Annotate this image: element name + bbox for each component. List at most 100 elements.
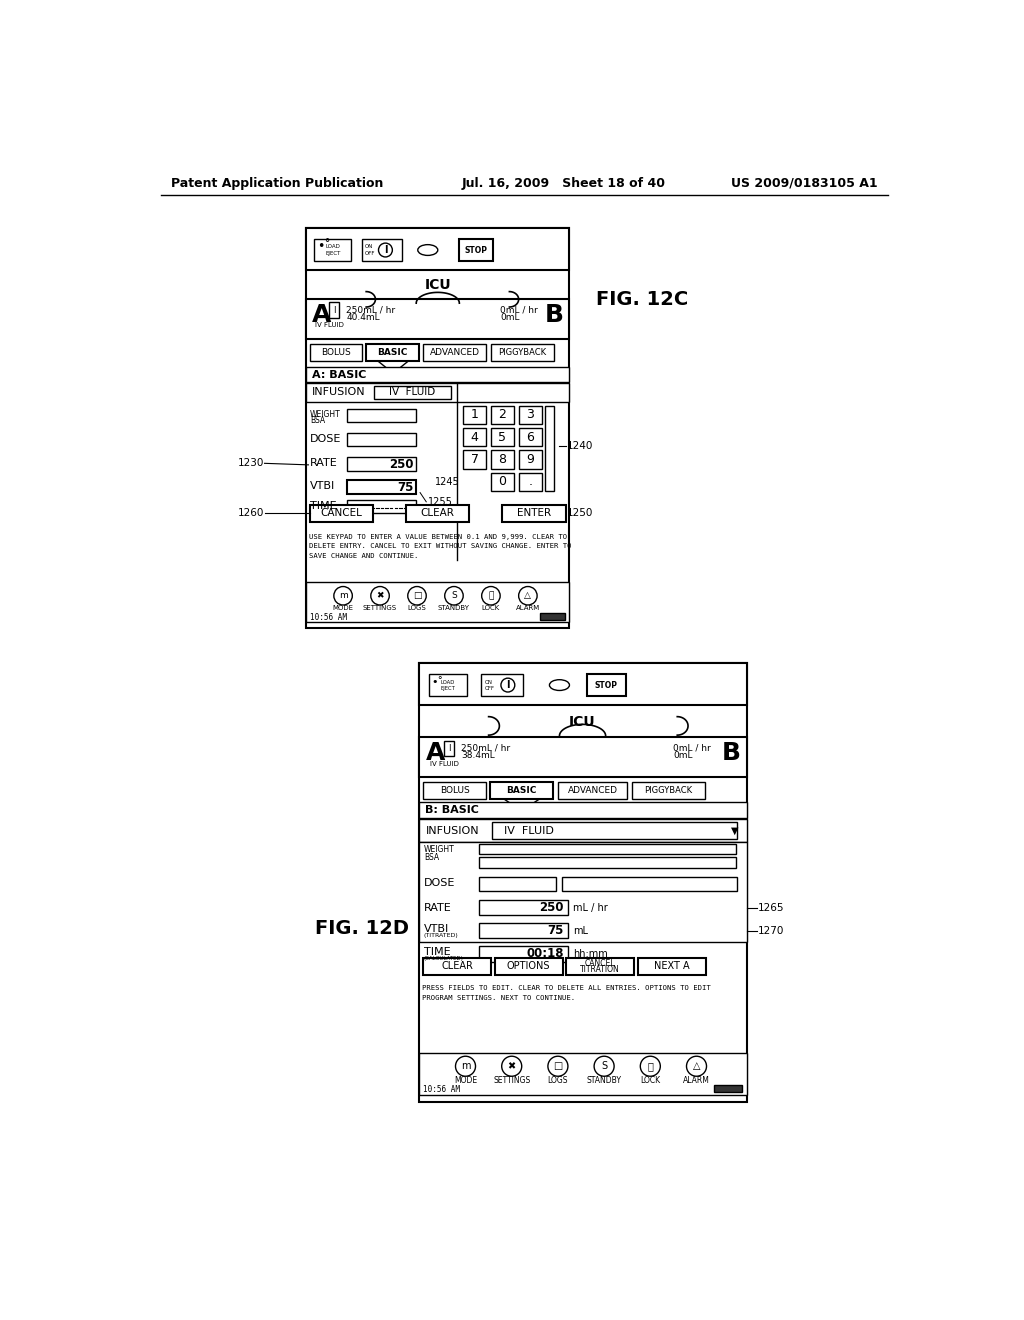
- Text: ✖: ✖: [376, 591, 384, 601]
- Bar: [423, 345, 486, 360]
- Text: EJECT: EJECT: [326, 251, 341, 256]
- Bar: [330, 302, 339, 318]
- Text: LOAD: LOAD: [326, 244, 340, 249]
- Bar: [490, 428, 514, 446]
- Text: IV FLUID: IV FLUID: [430, 760, 459, 767]
- Bar: [310, 345, 362, 360]
- Bar: [419, 803, 746, 817]
- Circle shape: [548, 1056, 568, 1076]
- Text: 00:18: 00:18: [526, 948, 564, 961]
- Bar: [479, 857, 736, 867]
- Text: •˚: •˚: [432, 677, 443, 686]
- Text: 75: 75: [397, 480, 414, 494]
- Text: PRESS FIELDS TO EDIT. CLEAR TO DELETE ALL ENTRIES. OPTIONS TO EDIT: PRESS FIELDS TO EDIT. CLEAR TO DELETE AL…: [422, 985, 711, 991]
- Text: PIGGYBACK: PIGGYBACK: [499, 348, 547, 356]
- Text: 250: 250: [540, 902, 564, 915]
- Text: FIG. 12D: FIG. 12D: [315, 919, 410, 939]
- Text: VTBI: VTBI: [424, 924, 450, 935]
- Circle shape: [502, 1056, 521, 1076]
- Bar: [459, 239, 494, 261]
- Bar: [714, 1085, 742, 1093]
- Bar: [587, 675, 626, 696]
- Text: IV  FLUID: IV FLUID: [389, 388, 435, 397]
- Bar: [479, 900, 568, 915]
- Text: OFF: OFF: [365, 251, 375, 256]
- Text: m: m: [339, 591, 347, 601]
- Text: IV FLUID: IV FLUID: [315, 322, 344, 329]
- Bar: [306, 228, 569, 271]
- Bar: [306, 300, 569, 339]
- Text: 10:56 AM: 10:56 AM: [423, 1085, 460, 1094]
- Bar: [419, 842, 746, 942]
- Ellipse shape: [550, 680, 569, 690]
- Text: BSA: BSA: [310, 416, 325, 425]
- Text: △: △: [693, 1061, 700, 1072]
- Text: 1230: 1230: [238, 458, 264, 469]
- Bar: [419, 818, 746, 842]
- Text: I: I: [449, 743, 451, 752]
- Text: Patent Application Publication: Patent Application Publication: [171, 177, 383, 190]
- Text: CLEAR: CLEAR: [441, 961, 473, 972]
- Bar: [479, 946, 568, 961]
- Circle shape: [408, 586, 426, 605]
- Text: IV  FLUID: IV FLUID: [504, 825, 554, 836]
- Bar: [419, 738, 746, 777]
- Text: △: △: [524, 591, 531, 601]
- Circle shape: [640, 1056, 660, 1076]
- Text: mL: mL: [573, 925, 589, 936]
- Bar: [419, 663, 746, 705]
- Bar: [310, 506, 373, 521]
- Text: VTBI: VTBI: [310, 482, 335, 491]
- Text: DOSE: DOSE: [310, 434, 341, 444]
- Ellipse shape: [418, 244, 438, 256]
- Text: MODE: MODE: [454, 1076, 477, 1085]
- Text: ▼: ▼: [730, 825, 738, 836]
- Bar: [347, 457, 416, 471]
- Text: 5: 5: [499, 430, 507, 444]
- Text: RATE: RATE: [424, 903, 452, 912]
- Bar: [545, 405, 554, 491]
- Bar: [423, 958, 490, 974]
- Text: hh:mm: hh:mm: [573, 949, 608, 958]
- Text: EJECT: EJECT: [441, 685, 456, 690]
- Text: ICU: ICU: [425, 279, 452, 293]
- Text: LOGS: LOGS: [408, 605, 426, 611]
- Text: CLEAR: CLEAR: [421, 508, 455, 519]
- Text: BOLUS: BOLUS: [322, 348, 351, 356]
- Bar: [374, 385, 451, 400]
- Circle shape: [379, 243, 392, 257]
- Bar: [306, 228, 569, 628]
- Text: SAVE CHANGE AND CONTINUE.: SAVE CHANGE AND CONTINUE.: [309, 553, 419, 558]
- Text: SETTINGS: SETTINGS: [494, 1076, 530, 1085]
- Text: INFUSION: INFUSION: [312, 388, 366, 397]
- Bar: [632, 781, 705, 799]
- Bar: [490, 473, 514, 491]
- Text: •˚: •˚: [316, 240, 331, 253]
- Text: ON: ON: [365, 244, 373, 249]
- Bar: [518, 405, 542, 424]
- Circle shape: [444, 586, 463, 605]
- Text: mL / hr: mL / hr: [573, 903, 608, 912]
- Text: ✖: ✖: [508, 1061, 516, 1072]
- Text: BASIC: BASIC: [507, 787, 537, 795]
- Text: 1: 1: [471, 408, 478, 421]
- Text: STANDBY: STANDBY: [438, 605, 470, 611]
- Bar: [444, 741, 454, 756]
- Text: CANCEL: CANCEL: [585, 958, 615, 968]
- Text: ICU: ICU: [569, 715, 596, 729]
- Bar: [463, 450, 486, 469]
- Text: TITRATION: TITRATION: [581, 965, 621, 974]
- Bar: [463, 405, 486, 424]
- Bar: [566, 958, 634, 974]
- Text: PIGGYBACK: PIGGYBACK: [644, 787, 692, 795]
- Text: DELETE ENTRY. CANCEL TO EXIT WITHOUT SAVING CHANGE. ENTER TO: DELETE ENTRY. CANCEL TO EXIT WITHOUT SAV…: [309, 544, 571, 549]
- Text: (CALCULATED): (CALCULATED): [424, 956, 464, 961]
- Bar: [419, 1053, 746, 1096]
- Text: 8: 8: [499, 453, 507, 466]
- Text: 9: 9: [526, 453, 535, 466]
- Text: □: □: [413, 591, 421, 601]
- Text: BOLUS: BOLUS: [440, 787, 470, 795]
- Bar: [490, 345, 554, 360]
- Text: 3: 3: [526, 408, 535, 421]
- Text: 40.4mL: 40.4mL: [346, 313, 380, 322]
